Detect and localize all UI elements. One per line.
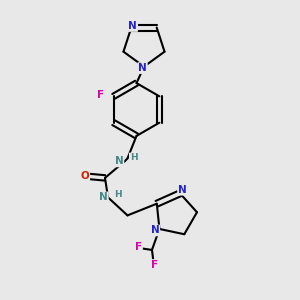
Text: N: N — [128, 21, 137, 31]
Text: F: F — [152, 260, 158, 270]
Text: N: N — [115, 156, 124, 167]
Text: N: N — [178, 185, 187, 195]
Text: F: F — [135, 242, 142, 252]
Text: N: N — [99, 192, 108, 203]
Text: H: H — [130, 153, 137, 162]
Text: O: O — [80, 171, 89, 182]
Text: N: N — [151, 226, 159, 236]
Text: H: H — [114, 190, 122, 199]
Text: F: F — [98, 90, 105, 100]
Text: N: N — [138, 63, 147, 73]
